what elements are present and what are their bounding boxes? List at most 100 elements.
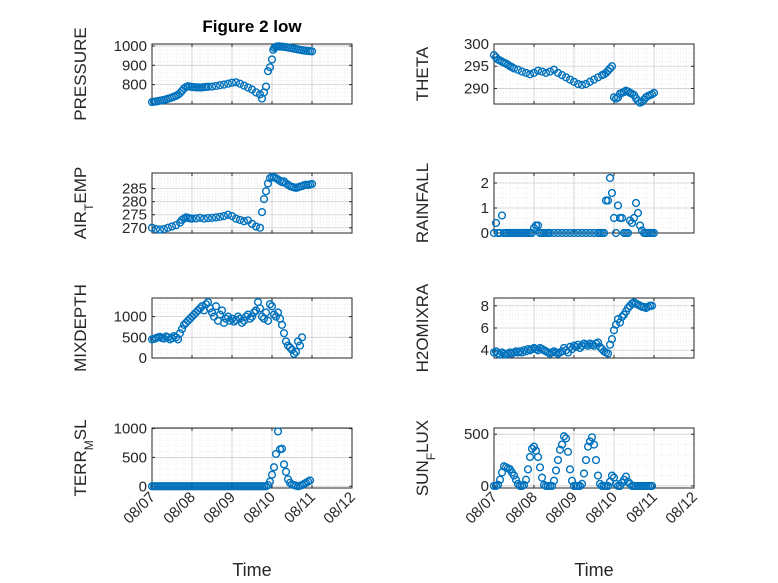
data-point — [271, 312, 281, 321]
data-point — [523, 465, 533, 474]
data-point — [585, 228, 595, 238]
data-point — [649, 88, 659, 97]
data-point — [601, 68, 611, 77]
data-point — [163, 223, 173, 232]
data-point — [577, 341, 587, 350]
data-point — [269, 463, 279, 472]
data-point — [603, 66, 613, 75]
y-tick-label: 280 — [122, 194, 147, 211]
data-point — [567, 476, 577, 485]
data-series — [147, 427, 315, 491]
data-point — [235, 215, 245, 225]
data-point — [289, 349, 299, 358]
data-point — [227, 78, 237, 87]
data-point — [155, 225, 165, 234]
data-point — [223, 312, 233, 321]
data-point — [627, 218, 637, 228]
data-point — [251, 88, 261, 97]
data-point — [497, 211, 507, 220]
data-point — [623, 228, 633, 238]
data-point — [607, 62, 617, 71]
data-point — [573, 228, 583, 238]
y-tick-label: 500 — [122, 329, 147, 346]
y-axis-label: AIRTEMP — [71, 167, 96, 240]
data-point — [495, 475, 505, 484]
data-point — [159, 224, 169, 234]
data-point — [593, 338, 603, 347]
data-point — [581, 79, 591, 89]
data-point — [553, 68, 563, 77]
data-point — [647, 481, 657, 491]
data-point — [495, 350, 505, 359]
axes-box — [151, 297, 353, 359]
data-point — [259, 194, 269, 204]
y-tick-label: 295 — [464, 58, 489, 75]
data-point — [581, 455, 591, 465]
data-point — [249, 308, 259, 317]
data-point — [219, 211, 229, 221]
data-point — [167, 222, 177, 231]
data-point — [223, 210, 233, 219]
data-point — [207, 308, 217, 317]
data-point — [235, 79, 245, 88]
data-point — [211, 302, 221, 311]
data-point — [553, 455, 563, 465]
data-point — [631, 198, 641, 208]
data-point — [583, 341, 593, 350]
data-point — [217, 306, 227, 315]
data-point — [647, 301, 657, 310]
data-point — [215, 81, 225, 90]
data-point — [261, 82, 271, 91]
data-point — [587, 433, 597, 442]
data-point — [257, 208, 267, 217]
data-point — [559, 432, 569, 441]
data-point — [281, 467, 291, 476]
data-point — [581, 228, 591, 238]
data-point — [565, 228, 575, 238]
data-point — [565, 465, 575, 474]
data-point — [297, 333, 307, 342]
data-point — [603, 196, 613, 205]
axes-box — [151, 172, 353, 234]
data-point — [245, 314, 255, 323]
data-point — [307, 179, 317, 189]
data-point — [493, 480, 503, 489]
data-point — [285, 343, 295, 352]
data-point — [287, 345, 297, 354]
axes-box — [493, 427, 695, 489]
axes-box — [493, 297, 695, 359]
data-point — [267, 55, 277, 64]
data-point — [509, 64, 519, 73]
data-point — [605, 173, 615, 183]
data-point — [561, 434, 571, 443]
data-series — [147, 42, 317, 107]
data-point — [231, 214, 241, 223]
data-point — [609, 213, 619, 223]
data-point — [273, 427, 283, 436]
y-axis-label: PRESSURE — [71, 27, 90, 121]
data-point — [563, 447, 573, 456]
y-tick-label: 270 — [122, 220, 147, 237]
data-point — [177, 324, 187, 334]
data-point — [565, 75, 575, 84]
data-point — [511, 475, 521, 484]
data-point — [269, 310, 279, 319]
data-point — [623, 303, 633, 313]
data-point — [561, 73, 571, 82]
data-point — [555, 445, 565, 454]
data-point — [267, 302, 277, 311]
data-point — [599, 228, 609, 238]
data-point — [517, 67, 527, 76]
data-point — [255, 304, 265, 313]
data-point — [575, 481, 585, 491]
data-point — [267, 470, 277, 479]
data-point — [533, 221, 543, 230]
data-point — [265, 63, 275, 72]
data-series — [489, 173, 659, 238]
data-point — [553, 228, 563, 238]
data-point — [533, 452, 543, 462]
data-point — [207, 213, 217, 222]
y-tick-label: 0 — [481, 478, 489, 495]
data-point — [607, 471, 617, 480]
data-point — [175, 329, 185, 338]
